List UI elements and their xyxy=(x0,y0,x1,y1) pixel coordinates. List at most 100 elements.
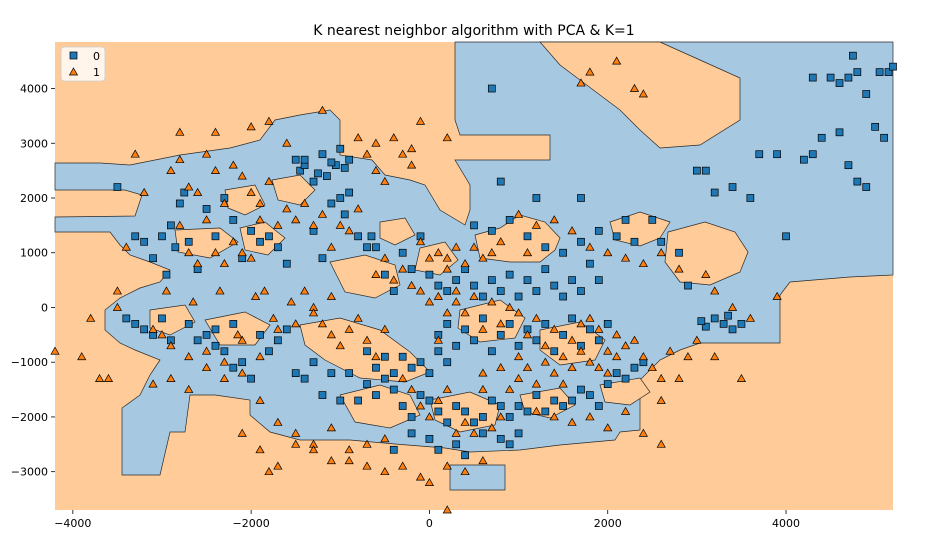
data-point-class-0 xyxy=(113,183,122,191)
data-point-class-1 xyxy=(531,379,542,388)
data-point-class-1 xyxy=(94,373,105,382)
y-axis: 4000 3000 2000 1000 0 −1000 −2000 −3000 xyxy=(11,83,55,479)
data-point-class-0 xyxy=(479,413,487,421)
data-point-class-1 xyxy=(308,220,319,229)
data-point-class-0 xyxy=(389,385,398,394)
data-point-class-0 xyxy=(398,402,407,410)
data-point-class-0 xyxy=(202,330,211,339)
x-axis: −4000 −2000 0 2000 4000 xyxy=(54,510,800,530)
data-point-class-0 xyxy=(559,402,567,410)
data-point-class-0 xyxy=(372,363,380,372)
data-point-class-1 xyxy=(353,313,363,322)
data-point-class-0 xyxy=(541,243,550,252)
data-point-class-1 xyxy=(237,248,247,257)
data-point-class-1 xyxy=(166,341,176,350)
data-point-class-0 xyxy=(452,402,461,410)
data-point-class-1 xyxy=(478,368,488,377)
data-point-class-1 xyxy=(647,362,657,372)
data-point-class-1 xyxy=(567,362,577,372)
series-0-points xyxy=(113,51,897,460)
data-point-class-1 xyxy=(246,187,256,196)
data-point-class-1 xyxy=(246,122,256,131)
data-point-class-1 xyxy=(317,319,328,328)
data-point-class-0 xyxy=(247,226,255,235)
data-point-class-1 xyxy=(237,428,247,437)
data-point-class-0 xyxy=(282,325,291,334)
data-point-class-1 xyxy=(308,445,319,454)
data-point-class-0 xyxy=(363,347,371,356)
data-point-class-0 xyxy=(398,352,407,361)
data-point-class-1 xyxy=(264,116,274,125)
data-point-class-1 xyxy=(603,346,613,355)
data-point-class-1 xyxy=(219,373,229,382)
data-point-class-1 xyxy=(184,384,194,393)
data-point-class-1 xyxy=(282,204,292,213)
data-point-class-1 xyxy=(237,368,247,377)
data-point-class-0 xyxy=(612,369,621,378)
data-point-class-1 xyxy=(638,89,648,98)
data-point-class-0 xyxy=(577,237,585,246)
data-point-class-0 xyxy=(701,166,710,175)
data-point-class-1 xyxy=(701,269,711,278)
x-tick-label: 4000 xyxy=(772,517,800,530)
data-point-class-0 xyxy=(425,369,434,378)
decision-region-class-0 xyxy=(54,41,894,476)
data-point-class-1 xyxy=(478,253,488,262)
data-point-class-0 xyxy=(158,232,166,241)
decision-region-class-1 xyxy=(379,217,416,246)
data-point-class-0 xyxy=(470,418,478,427)
data-point-class-0 xyxy=(452,341,461,350)
data-point-class-1 xyxy=(585,242,595,251)
data-point-class-1 xyxy=(161,286,172,295)
data-point-class-0 xyxy=(407,265,416,274)
data-point-class-0 xyxy=(586,259,594,268)
data-point-class-0 xyxy=(363,380,371,388)
decision-region-class-1 xyxy=(329,254,401,299)
data-point-class-1 xyxy=(326,242,336,251)
data-point-class-1 xyxy=(585,357,595,366)
data-point-class-0 xyxy=(184,237,193,246)
data-point-class-0 xyxy=(746,194,755,202)
data-point-class-0 xyxy=(425,434,434,443)
data-point-class-1 xyxy=(451,242,461,251)
data-point-class-0 xyxy=(782,232,790,241)
data-point-class-0 xyxy=(844,161,853,170)
data-point-class-1 xyxy=(371,269,381,278)
data-point-class-0 xyxy=(835,79,844,87)
data-point-class-0 xyxy=(327,158,336,167)
data-point-class-0 xyxy=(505,413,514,421)
data-point-class-0 xyxy=(496,330,505,339)
x-tick-label: 0 xyxy=(426,517,433,530)
data-point-class-1 xyxy=(255,352,265,361)
data-point-class-1 xyxy=(424,297,435,306)
data-point-class-0 xyxy=(461,407,469,416)
data-point-class-1 xyxy=(567,226,577,235)
data-point-class-0 xyxy=(612,232,621,241)
data-point-class-1 xyxy=(558,352,568,361)
data-point-class-0 xyxy=(693,166,701,175)
data-point-class-0 xyxy=(229,363,238,372)
data-point-class-1 xyxy=(513,209,524,218)
data-point-class-0 xyxy=(523,232,532,241)
data-point-class-0 xyxy=(211,232,220,241)
data-point-class-1 xyxy=(121,242,131,251)
data-point-class-1 xyxy=(656,248,666,257)
data-point-class-1 xyxy=(469,428,479,437)
data-point-class-1 xyxy=(286,297,296,306)
data-point-class-0 xyxy=(657,237,666,246)
data-point-class-1 xyxy=(166,373,176,382)
data-point-class-1 xyxy=(201,346,212,355)
data-point-class-1 xyxy=(442,461,452,470)
data-point-class-1 xyxy=(317,105,328,114)
data-point-class-0 xyxy=(318,150,327,159)
data-point-class-1 xyxy=(513,308,524,317)
data-point-class-0 xyxy=(594,226,603,235)
data-point-class-0 xyxy=(300,155,309,164)
data-point-class-1 xyxy=(210,248,221,257)
data-point-class-0 xyxy=(884,68,893,76)
data-point-class-0 xyxy=(443,320,452,328)
data-point-class-0 xyxy=(505,440,514,449)
data-point-class-0 xyxy=(318,254,327,263)
data-point-class-0 xyxy=(381,352,389,361)
data-point-class-1 xyxy=(451,428,461,437)
